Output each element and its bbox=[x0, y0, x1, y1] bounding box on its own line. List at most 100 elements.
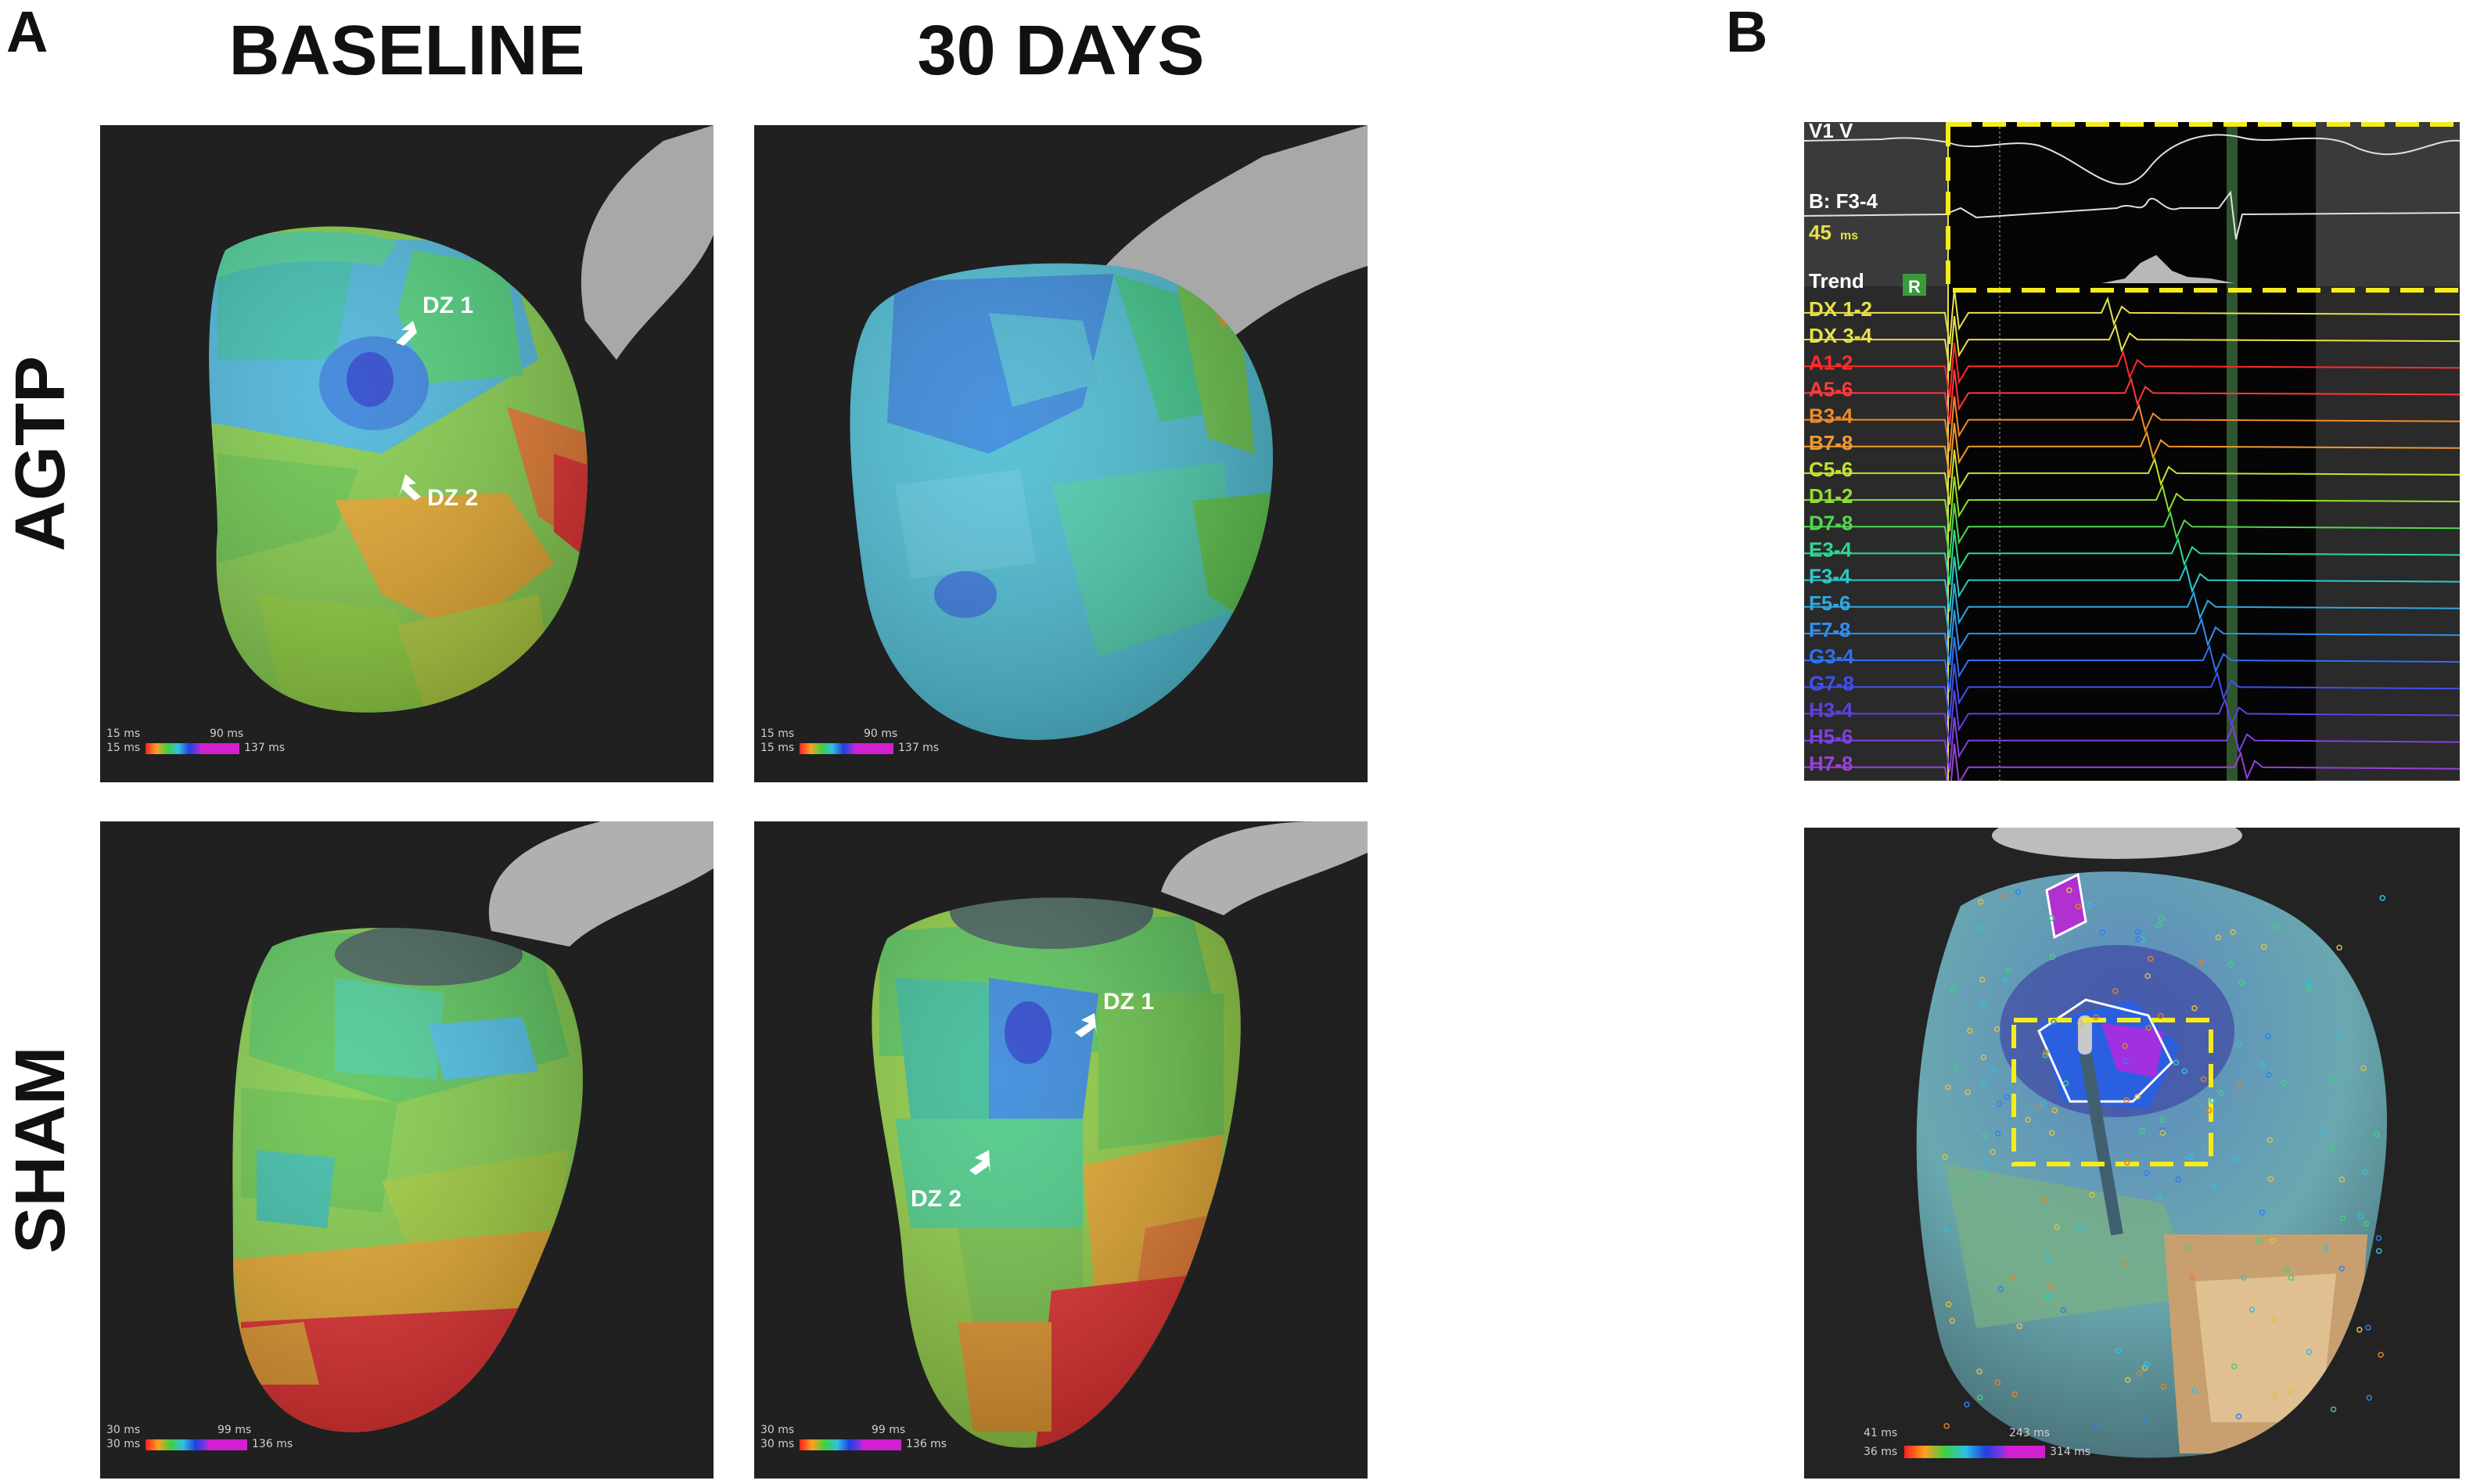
mapping-point bbox=[2188, 1274, 2195, 1280]
mapping-point bbox=[2139, 1127, 2146, 1134]
r-badge bbox=[1903, 274, 1926, 296]
mapping-point bbox=[2051, 1107, 2058, 1114]
channel-trace bbox=[1804, 289, 2460, 345]
mapping-point bbox=[2001, 977, 2008, 983]
mapping-point bbox=[2156, 1194, 2163, 1201]
cursor-bar bbox=[2227, 122, 2238, 781]
colorbar bbox=[800, 1439, 862, 1450]
egm-top-label-4: Trend bbox=[1809, 269, 1864, 293]
channel-traces: DX 1-2 DX 3-4 A1-2 A5-6 B3-4 B7-8 C5-6 D1-2 D7-8… bbox=[1804, 289, 2460, 781]
mapping-point bbox=[2379, 895, 2385, 901]
scale-bottom-min: 15 ms bbox=[760, 742, 794, 754]
mapping-point bbox=[2044, 1255, 2051, 1262]
egm-top-label-ms: ms bbox=[1840, 229, 1858, 243]
channel-trace bbox=[1804, 609, 2460, 666]
agtp-baseline-svg: DZ 1 DZ 2 15 ms 15 ms 90 ms 137 ms bbox=[106, 125, 714, 754]
channel-label: H3-4 bbox=[1809, 698, 1853, 721]
sham-baseline-svg: 30 ms 30 ms 99 ms 136 ms bbox=[106, 821, 714, 1450]
dz1-arrow bbox=[396, 321, 419, 346]
mapping-point bbox=[2142, 1417, 2149, 1423]
mapping-point bbox=[1990, 1148, 1996, 1155]
mapping-points bbox=[1942, 887, 2385, 1429]
mapping-point bbox=[1976, 1394, 1983, 1401]
mapping-point bbox=[2075, 903, 2082, 910]
channel-label: F5-6 bbox=[1809, 591, 1850, 615]
mapping-point bbox=[1996, 1101, 2003, 1107]
mapping-point bbox=[2060, 1306, 2067, 1313]
dz1-label: DZ 1 bbox=[422, 293, 473, 318]
highlight-box bbox=[1946, 122, 2460, 293]
catheter-shaft bbox=[2080, 1053, 2123, 1236]
mapping-point bbox=[2160, 1383, 2167, 1390]
scar-outline bbox=[2037, 998, 2173, 1103]
mapping-point bbox=[1942, 1154, 1948, 1160]
scale-top-min: 30 ms bbox=[106, 1424, 140, 1436]
magenta-region bbox=[2045, 872, 2087, 940]
colorbar-magenta bbox=[862, 1439, 901, 1450]
mapping-point bbox=[2124, 1159, 2130, 1166]
colorbar bbox=[146, 1439, 208, 1450]
scale-bottom-min: 15 ms bbox=[106, 742, 140, 754]
mapping-point bbox=[2087, 902, 2093, 909]
mapping-point bbox=[1994, 1130, 2001, 1137]
sham-30days-svg: DZ 1 DZ 2 30 ms 30 ms 99 ms 136 ms bbox=[760, 821, 1368, 1450]
mapping-point bbox=[2191, 1005, 2198, 1011]
mapping-point bbox=[2320, 1129, 2327, 1135]
mapping-point bbox=[2259, 1209, 2266, 1216]
mapping-point bbox=[2122, 1043, 2128, 1049]
channel-label: G7-8 bbox=[1809, 671, 1854, 695]
column-header-baseline: BASELINE bbox=[228, 12, 585, 90]
panel-a-letter: A bbox=[6, 0, 49, 64]
mapping-point bbox=[2306, 985, 2312, 991]
mapping-point bbox=[2159, 1130, 2166, 1136]
electrogram-svg: V1 V B: F3-4 45 ms Trend R DX 1-2 DX 3-4 A… bbox=[1804, 122, 2460, 781]
mapping-point bbox=[2198, 959, 2205, 966]
mapping-point bbox=[2335, 1032, 2341, 1038]
mapping-point bbox=[2044, 1292, 2051, 1299]
mapping-point bbox=[1976, 1368, 1983, 1374]
mapping-point bbox=[1967, 1027, 1973, 1034]
scale-top-right: 243 ms bbox=[2009, 1427, 2050, 1439]
scale-bottom-right: 314 ms bbox=[2050, 1446, 2090, 1458]
mapping-point bbox=[1993, 1026, 2000, 1033]
scale-top-min: 15 ms bbox=[760, 728, 794, 740]
mapping-point bbox=[2322, 1245, 2329, 1252]
panel-b-letter: B bbox=[1726, 0, 1768, 64]
mapping-point bbox=[1964, 1401, 1970, 1408]
mapping-point bbox=[2215, 934, 2222, 941]
mapping-point bbox=[2077, 1020, 2083, 1026]
channel-trace bbox=[1804, 449, 2460, 505]
channel-label: B7-8 bbox=[1809, 431, 1853, 455]
mapping-point bbox=[2062, 1080, 2069, 1087]
channel-trace bbox=[1804, 583, 2460, 638]
channel-trace bbox=[1804, 556, 2460, 612]
mapping-point bbox=[2360, 1065, 2367, 1072]
mapping-point bbox=[2235, 1413, 2242, 1420]
dz2-label: DZ 2 bbox=[427, 485, 478, 511]
mapping-point bbox=[2272, 1393, 2278, 1400]
mapping-point bbox=[1950, 987, 1956, 994]
mapping-point bbox=[2375, 1234, 2382, 1241]
mapping-point bbox=[2011, 1391, 2018, 1397]
channel-trace bbox=[1804, 315, 2460, 372]
mapping-point bbox=[2306, 1349, 2312, 1356]
channel-trace bbox=[1804, 476, 2460, 532]
mapping-point bbox=[2123, 1259, 2129, 1267]
channel-label: E3-4 bbox=[1809, 537, 1852, 561]
mapping-point bbox=[2048, 1130, 2055, 1136]
mapping-point bbox=[2159, 1116, 2166, 1123]
channel-label: B3-4 bbox=[1809, 404, 1853, 428]
channel-trace bbox=[1804, 343, 2460, 398]
mapping-point bbox=[2099, 929, 2106, 936]
mapping-point bbox=[2274, 923, 2280, 930]
mapping-point bbox=[2378, 1352, 2384, 1358]
mapping-point bbox=[2287, 1388, 2293, 1395]
mapping-point bbox=[2338, 1176, 2346, 1183]
mapping-point bbox=[2040, 1101, 2046, 1107]
mapping-point bbox=[2338, 1265, 2346, 1272]
colorbar-magenta bbox=[854, 743, 893, 754]
colorbar-magenta bbox=[208, 1439, 247, 1450]
mapping-point bbox=[2265, 1033, 2271, 1040]
colorbar bbox=[1904, 1446, 2006, 1458]
mapping-point bbox=[2049, 954, 2056, 961]
